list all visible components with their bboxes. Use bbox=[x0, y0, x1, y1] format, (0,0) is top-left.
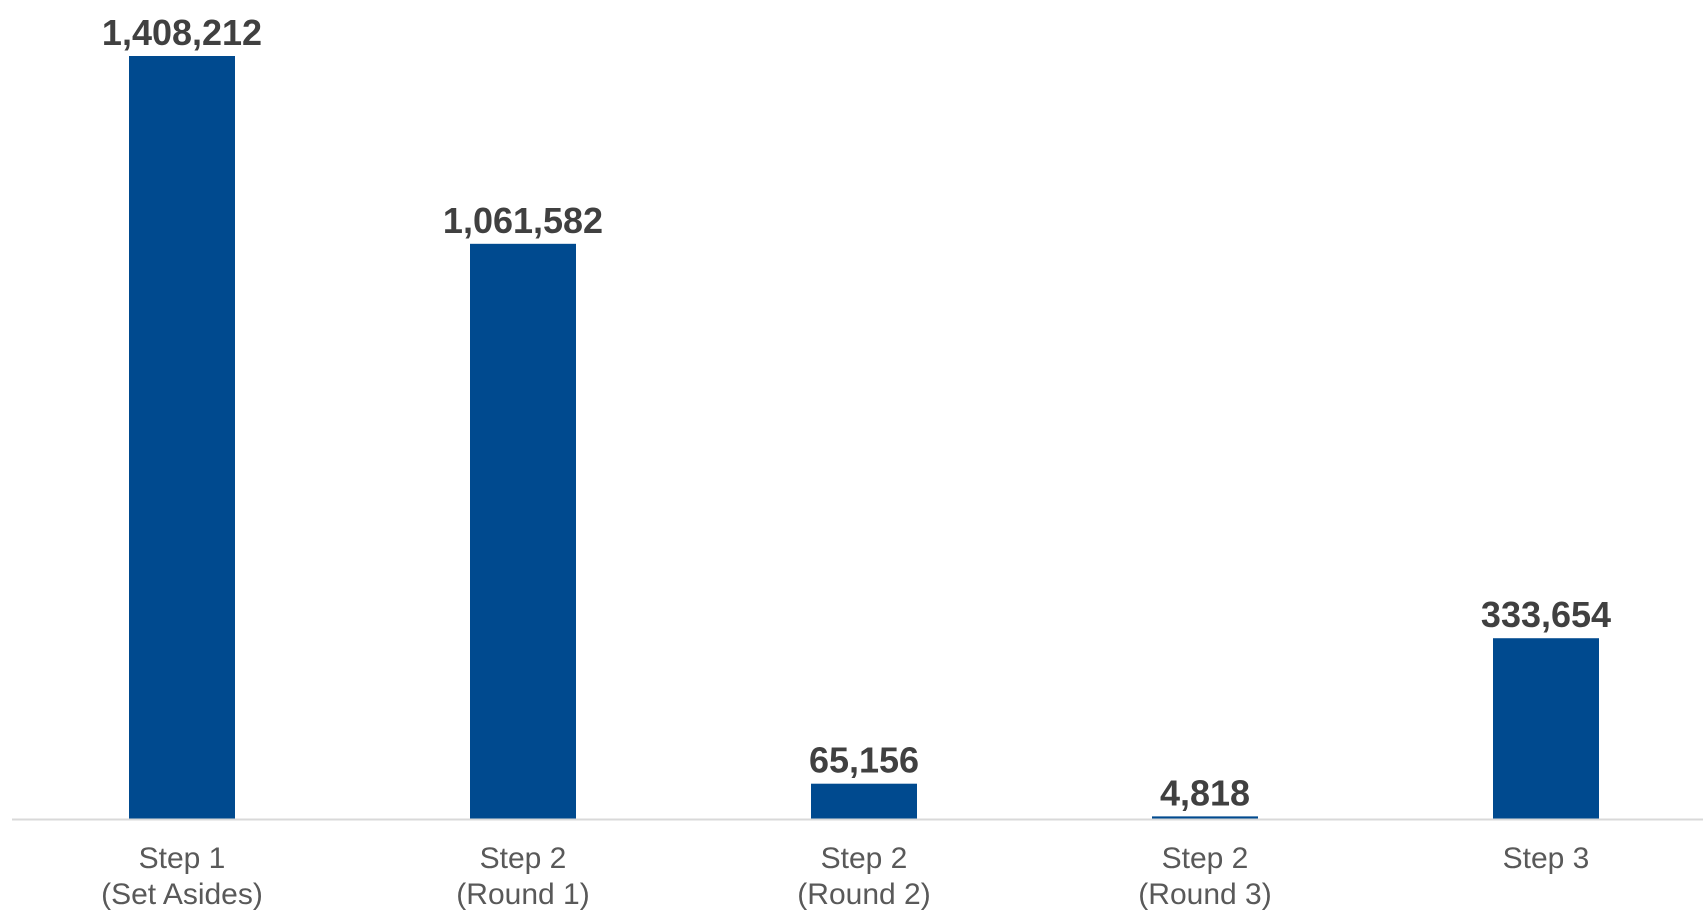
bar-value-label-1: 1,408,212 bbox=[102, 12, 262, 53]
bar-1 bbox=[129, 56, 235, 819]
bars-layer bbox=[129, 56, 1599, 819]
bar-value-label-3: 65,156 bbox=[809, 740, 919, 781]
x-tick-label-5-line-1: Step 3 bbox=[1503, 842, 1590, 875]
bar-5 bbox=[1493, 638, 1599, 819]
x-tick-label-1-line-1: Step 1 bbox=[139, 842, 226, 875]
x-tick-label-4-line-1: Step 2 bbox=[1162, 842, 1249, 875]
bar-4 bbox=[1152, 816, 1258, 819]
x-tick-labels-layer: Step 1(Set Asides)Step 2(Round 1)Step 2(… bbox=[101, 842, 1589, 911]
x-tick-label-1-line-2: (Set Asides) bbox=[101, 878, 263, 911]
bar-3 bbox=[811, 783, 917, 819]
x-tick-label-2-line-2: (Round 1) bbox=[456, 878, 589, 911]
bar-value-label-5: 333,654 bbox=[1481, 594, 1611, 635]
value-labels-layer: 1,408,212 1,061,582 65,156 4,818 333,654 bbox=[102, 12, 1611, 813]
x-tick-label-3-line-2: (Round 2) bbox=[797, 878, 930, 911]
x-tick-label-2-line-1: Step 2 bbox=[480, 842, 567, 875]
bar-value-label-4: 4,818 bbox=[1160, 772, 1250, 813]
x-tick-label-3-line-1: Step 2 bbox=[821, 842, 908, 875]
bar-value-label-2: 1,061,582 bbox=[443, 200, 603, 241]
bar-2 bbox=[470, 243, 576, 819]
x-tick-label-4-line-2: (Round 3) bbox=[1138, 878, 1271, 911]
